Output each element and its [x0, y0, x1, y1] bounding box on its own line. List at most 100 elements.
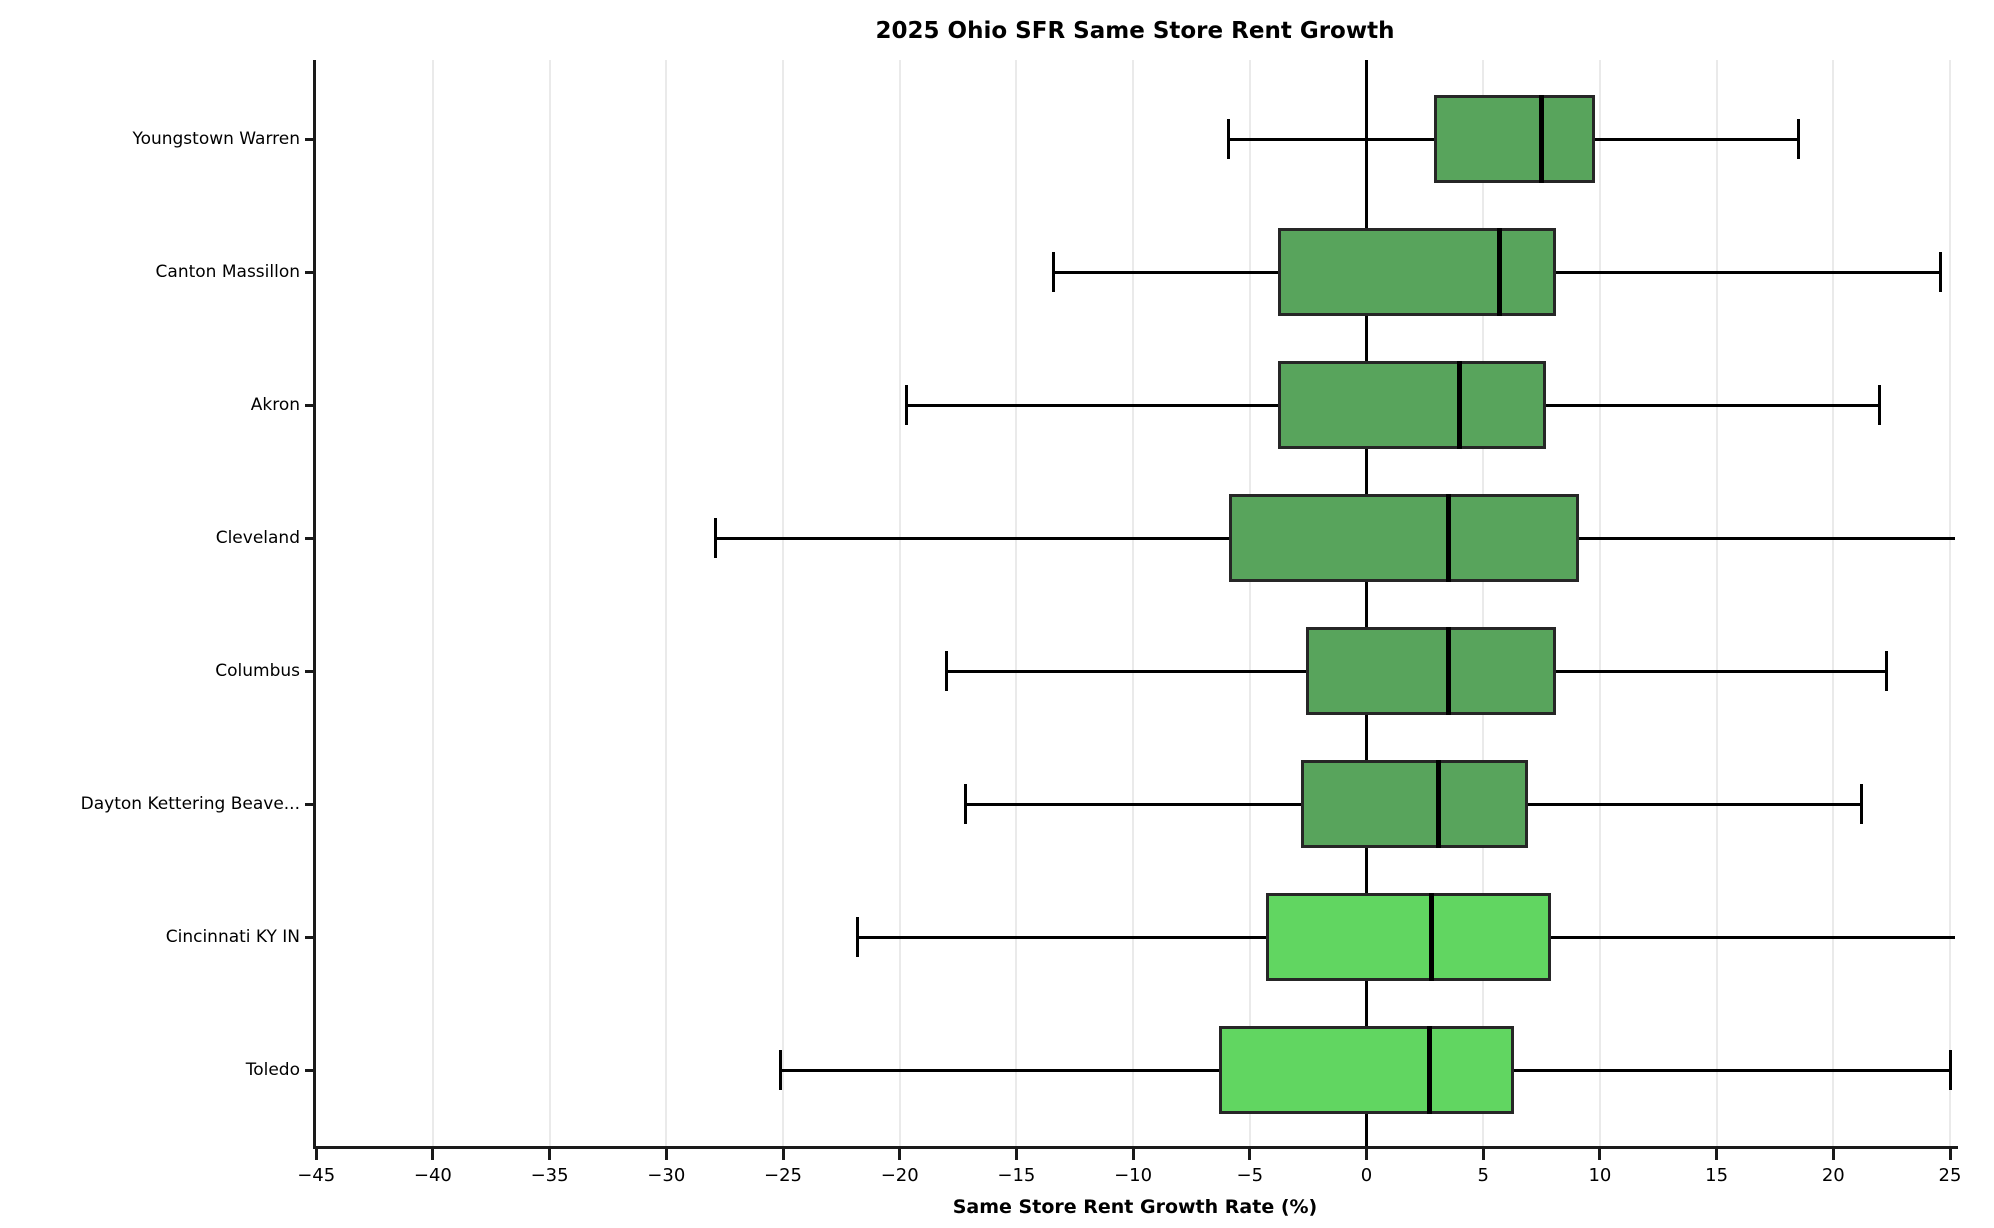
median-line: [1445, 627, 1451, 715]
category-label: Dayton Kettering Beave...: [80, 794, 300, 814]
category-label: Canton Massillon: [155, 262, 300, 282]
x-tick-label: 20: [1821, 1165, 1845, 1186]
whisker-cap-low: [856, 917, 860, 957]
category-label: Toledo: [245, 1060, 300, 1080]
median-line: [1436, 760, 1442, 848]
category-label: Cleveland: [215, 528, 300, 548]
whisker-low: [857, 935, 1267, 939]
x-tick-label: −10: [1114, 1165, 1153, 1186]
whisker-high: [1578, 536, 1955, 540]
gridline: [1015, 60, 1018, 1147]
x-tick: [1014, 1148, 1018, 1160]
x-tick-label: −45: [297, 1165, 336, 1186]
gridline: [548, 60, 551, 1147]
whisker-cap-high: [1948, 1050, 1952, 1090]
whisker-cap-low: [944, 651, 948, 691]
x-tick-label: −35: [530, 1165, 569, 1186]
gridline: [1949, 60, 1951, 1147]
gridline: [1132, 60, 1135, 1147]
x-tick: [1598, 1148, 1602, 1160]
median-line: [1445, 494, 1451, 582]
median-line: [1457, 361, 1463, 449]
x-tick-label: 0: [1360, 1165, 1373, 1186]
whisker-cap-high: [1859, 784, 1863, 824]
x-axis-spine: [312, 1145, 1958, 1149]
gridline: [665, 60, 668, 1147]
median-line: [1497, 228, 1503, 316]
x-tick-label: −40: [413, 1165, 452, 1186]
x-tick-label: 25: [1938, 1165, 1962, 1186]
iqr-box: [1228, 494, 1579, 582]
gridline: [1598, 60, 1601, 1147]
median-line: [1539, 95, 1545, 183]
category-label: Youngstown Warren: [132, 129, 300, 149]
whisker-high: [1513, 1068, 1950, 1072]
gridline: [898, 60, 901, 1147]
whisker-cap-high: [1885, 651, 1889, 691]
iqr-box: [1305, 627, 1556, 715]
whisker-cap-low: [963, 784, 967, 824]
y-tick: [305, 669, 314, 673]
gridline: [1832, 60, 1835, 1147]
median-line: [1429, 893, 1435, 981]
x-tick: [1948, 1148, 1952, 1160]
whisker-high: [1550, 935, 1955, 939]
whisker-low: [1228, 137, 1435, 141]
x-tick-label: 15: [1705, 1165, 1729, 1186]
whisker-low: [715, 536, 1229, 540]
x-tick: [314, 1148, 318, 1160]
x-tick-label: −25: [764, 1165, 802, 1186]
y-tick: [305, 536, 314, 540]
x-tick: [898, 1148, 902, 1160]
whisker-cap-high: [1796, 119, 1800, 159]
gridline: [1482, 60, 1485, 1147]
whisker-low: [946, 669, 1306, 673]
whisker-low: [965, 802, 1302, 806]
y-tick: [305, 137, 314, 141]
whisker-cap-high: [1878, 385, 1882, 425]
x-tick: [1481, 1148, 1485, 1160]
gridline: [782, 60, 784, 1147]
y-tick: [305, 1068, 314, 1072]
x-tick-label: 5: [1477, 1165, 1489, 1186]
whisker-low: [1053, 270, 1278, 274]
x-tick-label: −30: [647, 1165, 686, 1186]
whisker-cap-high: [1939, 252, 1943, 292]
y-tick: [305, 935, 314, 939]
category-label: Akron: [250, 395, 300, 415]
x-tick: [548, 1148, 552, 1160]
category-label: Columbus: [215, 661, 300, 681]
x-tick: [1131, 1148, 1135, 1160]
iqr-box: [1266, 893, 1551, 981]
y-tick: [305, 403, 314, 407]
whisker-cap-low: [1052, 252, 1056, 292]
median-line: [1427, 1026, 1433, 1114]
iqr-box: [1277, 361, 1547, 449]
x-tick-label: −15: [997, 1165, 1036, 1186]
chart-title: 2025 Ohio SFR Same Store Rent Growth: [875, 18, 1395, 44]
x-tick: [781, 1148, 785, 1160]
iqr-box: [1277, 228, 1556, 316]
x-tick: [1715, 1148, 1719, 1160]
x-tick: [1248, 1148, 1252, 1160]
whisker-high: [1527, 802, 1862, 806]
whisker-low: [906, 403, 1278, 407]
x-tick-label: −5: [1236, 1165, 1264, 1186]
whisker-cap-low: [1227, 119, 1231, 159]
gridline: [1715, 60, 1718, 1147]
x-tick: [1365, 1148, 1368, 1160]
category-label: Cincinnati KY IN: [165, 927, 300, 947]
x-axis-label: Same Store Rent Growth Rate (%): [952, 1196, 1318, 1218]
gridline: [1248, 60, 1251, 1147]
x-tick: [664, 1148, 668, 1160]
whisker-cap-low: [905, 385, 909, 425]
whisker-high: [1595, 137, 1799, 141]
x-tick: [431, 1148, 435, 1160]
y-tick: [305, 270, 314, 274]
x-tick-label: −20: [880, 1165, 919, 1186]
whisker-cap-low: [713, 518, 717, 558]
whisker-high: [1555, 270, 1941, 274]
iqr-box: [1434, 95, 1596, 183]
whisker-cap-low: [779, 1050, 783, 1090]
